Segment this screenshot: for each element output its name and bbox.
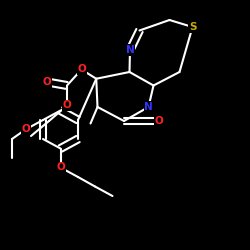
Text: N: N xyxy=(126,45,134,55)
Text: O: O xyxy=(56,162,65,172)
Text: O: O xyxy=(21,124,30,134)
Text: S: S xyxy=(189,22,196,32)
Text: O: O xyxy=(42,77,51,87)
Text: N: N xyxy=(144,102,153,112)
Text: O: O xyxy=(77,64,86,74)
Text: O: O xyxy=(62,100,72,110)
Text: O: O xyxy=(154,116,164,126)
